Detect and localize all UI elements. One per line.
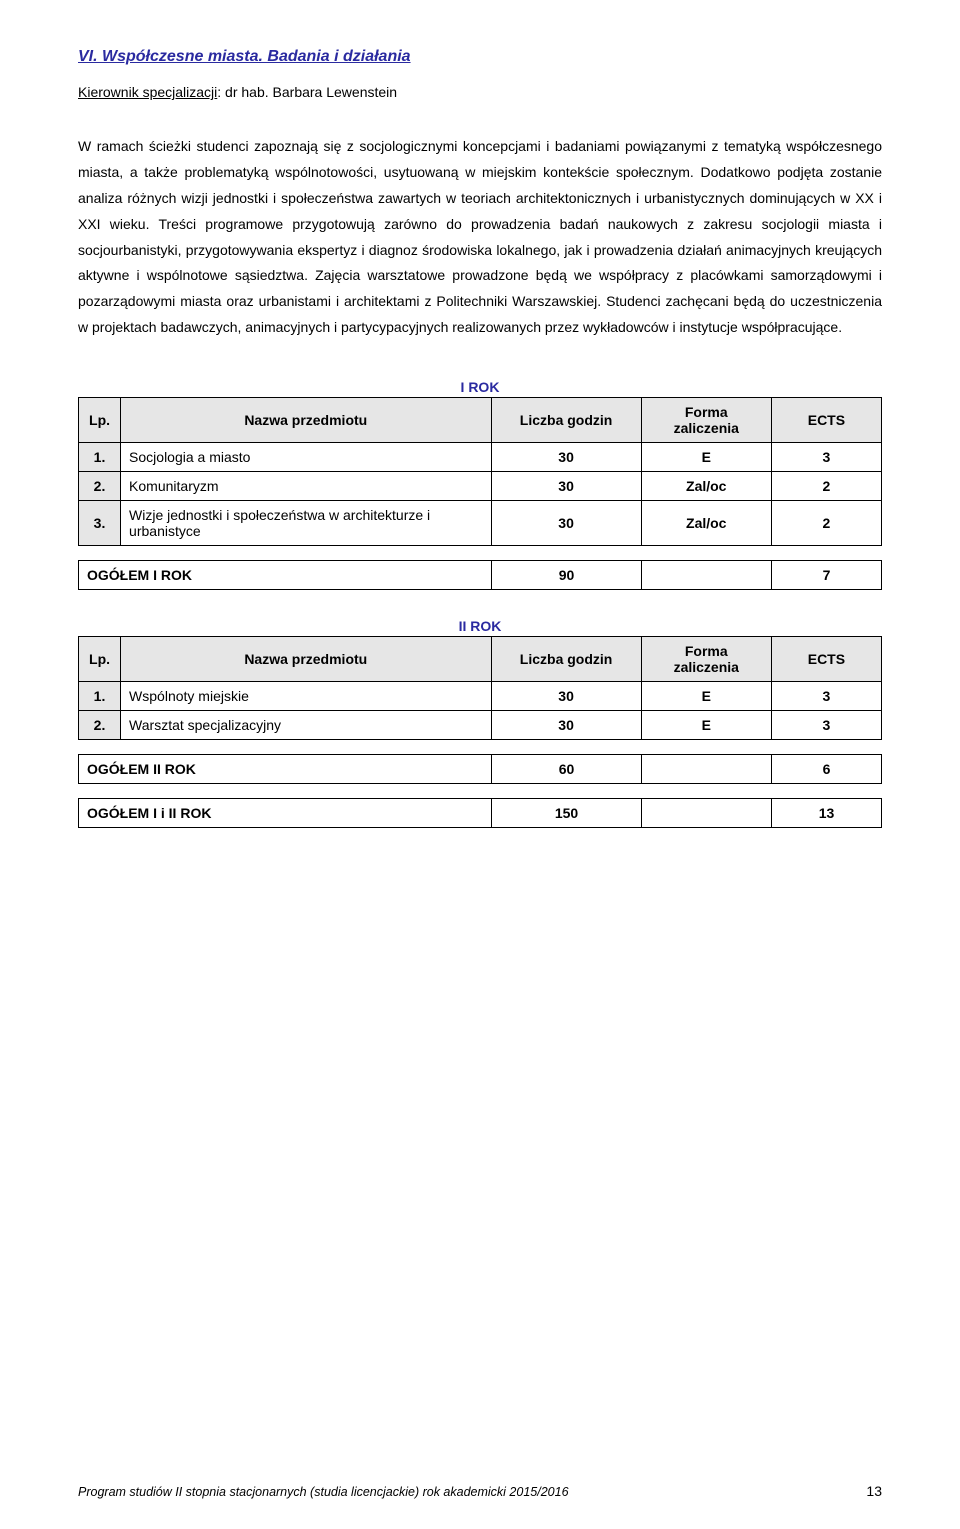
cell-hours: 30 xyxy=(491,711,641,740)
cell-name: Komunitaryzm xyxy=(121,472,491,501)
cell-form: E xyxy=(641,682,771,711)
header-lp: Lp. xyxy=(79,398,121,443)
cell-name: Socjologia a miasto xyxy=(121,443,491,472)
section-heading: VI. Współczesne miasta. Badania i działa… xyxy=(78,48,882,66)
cell-form: Zal/oc xyxy=(641,501,771,546)
sum-row: OGÓŁEM I i II ROK 150 13 xyxy=(79,799,882,828)
header-form-line1: Forma xyxy=(685,643,728,659)
header-ects: ECTS xyxy=(771,637,881,682)
sum-hours: 60 xyxy=(492,755,642,784)
table-row: 3. Wizje jednostki i społeczeństwa w arc… xyxy=(79,501,882,546)
cell-ects: 2 xyxy=(771,501,881,546)
sum-form-empty xyxy=(642,561,772,590)
table-header-row: Lp. Nazwa przedmiotu Liczba godzin Forma… xyxy=(79,398,882,443)
sum-label: OGÓŁEM II ROK xyxy=(79,755,492,784)
cell-name: Warsztat specjalizacyjny xyxy=(121,711,491,740)
cell-hours: 30 xyxy=(491,501,641,546)
sum-row: OGÓŁEM I ROK 90 7 xyxy=(79,561,882,590)
year1-sum-table: OGÓŁEM I ROK 90 7 xyxy=(78,560,882,590)
table-row: 1. Wspólnoty miejskie 30 E 3 xyxy=(79,682,882,711)
cell-lp: 3. xyxy=(79,501,121,546)
cell-hours: 30 xyxy=(491,472,641,501)
sum-label: OGÓŁEM I ROK xyxy=(79,561,492,590)
cell-form: E xyxy=(641,443,771,472)
header-form: Forma zaliczenia xyxy=(641,637,771,682)
sum-ects: 6 xyxy=(772,755,882,784)
cell-hours: 30 xyxy=(491,443,641,472)
header-form-line2: zaliczenia xyxy=(674,659,739,675)
table-row: 2. Warsztat specjalizacyjny 30 E 3 xyxy=(79,711,882,740)
page-number: 13 xyxy=(866,1483,882,1499)
sum-hours: 90 xyxy=(492,561,642,590)
total-ects: 13 xyxy=(772,799,882,828)
cell-ects: 3 xyxy=(771,682,881,711)
cell-lp: 2. xyxy=(79,472,121,501)
footer-text: Program studiów II stopnia stacjonarnych… xyxy=(78,1485,569,1499)
supervisor-line: Kierownik specjalizacji: dr hab. Barbara… xyxy=(78,84,882,100)
cell-name: Wspólnoty miejskie xyxy=(121,682,491,711)
cell-name: Wizje jednostki i społeczeństwa w archit… xyxy=(121,501,491,546)
sum-ects: 7 xyxy=(772,561,882,590)
header-hours: Liczba godzin xyxy=(491,398,641,443)
cell-ects: 2 xyxy=(771,472,881,501)
cell-lp: 2. xyxy=(79,711,121,740)
cell-hours: 30 xyxy=(491,682,641,711)
cell-form: E xyxy=(641,711,771,740)
header-form-line2: zaliczenia xyxy=(674,420,739,436)
header-form-line1: Forma xyxy=(685,404,728,420)
header-ects: ECTS xyxy=(771,398,881,443)
body-paragraph: W ramach ścieżki studenci zapoznają się … xyxy=(78,134,882,341)
total-hours: 150 xyxy=(492,799,642,828)
cell-form: Zal/oc xyxy=(641,472,771,501)
sum-row: OGÓŁEM II ROK 60 6 xyxy=(79,755,882,784)
page-footer: Program studiów II stopnia stacjonarnych… xyxy=(78,1483,882,1499)
year2-sum-table: OGÓŁEM II ROK 60 6 xyxy=(78,754,882,784)
cell-lp: 1. xyxy=(79,443,121,472)
total-label: OGÓŁEM I i II ROK xyxy=(79,799,492,828)
year1-table: Lp. Nazwa przedmiotu Liczba godzin Forma… xyxy=(78,397,882,546)
header-hours: Liczba godzin xyxy=(491,637,641,682)
cell-ects: 3 xyxy=(771,711,881,740)
sum-form-empty xyxy=(642,755,772,784)
table-row: 2. Komunitaryzm 30 Zal/oc 2 xyxy=(79,472,882,501)
header-lp: Lp. xyxy=(79,637,121,682)
cell-lp: 1. xyxy=(79,682,121,711)
year2-table: Lp. Nazwa przedmiotu Liczba godzin Forma… xyxy=(78,636,882,740)
header-form: Forma zaliczenia xyxy=(641,398,771,443)
supervisor-value: : dr hab. Barbara Lewenstein xyxy=(217,84,397,100)
supervisor-label: Kierownik specjalizacji xyxy=(78,84,217,100)
table-row: 1. Socjologia a miasto 30 E 3 xyxy=(79,443,882,472)
header-name: Nazwa przedmiotu xyxy=(121,637,491,682)
year1-label: I ROK xyxy=(78,379,882,395)
header-name: Nazwa przedmiotu xyxy=(121,398,491,443)
cell-ects: 3 xyxy=(771,443,881,472)
total-form-empty xyxy=(642,799,772,828)
year2-label: II ROK xyxy=(78,618,882,634)
table-header-row: Lp. Nazwa przedmiotu Liczba godzin Forma… xyxy=(79,637,882,682)
grand-total-table: OGÓŁEM I i II ROK 150 13 xyxy=(78,798,882,828)
